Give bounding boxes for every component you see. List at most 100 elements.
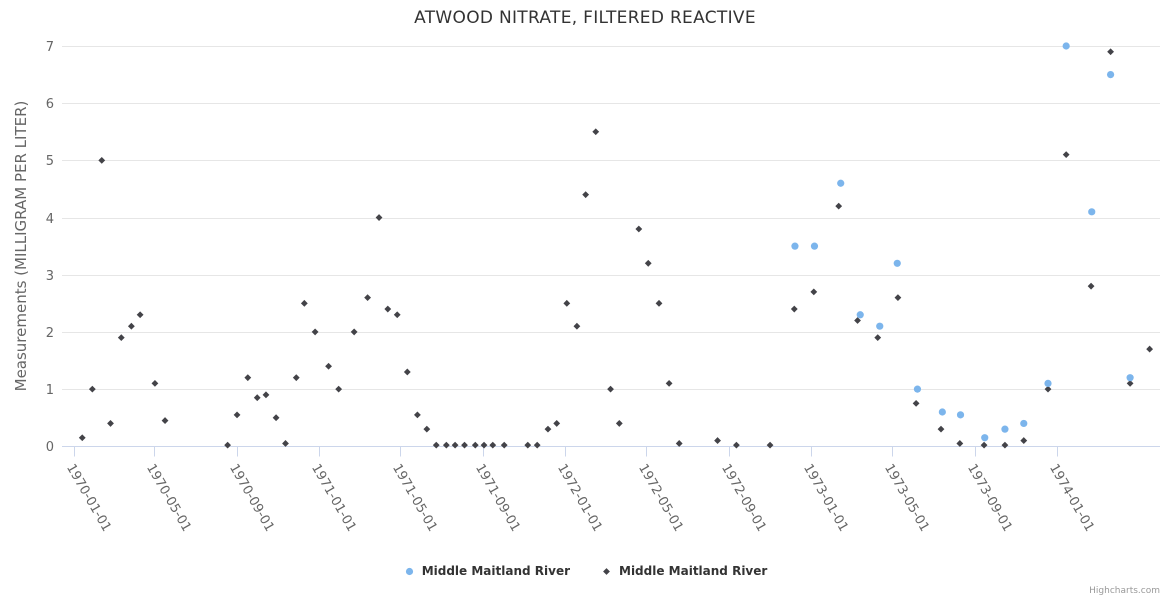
- data-point[interactable]: [1044, 379, 1052, 387]
- data-point[interactable]: [1126, 374, 1134, 382]
- data-point[interactable]: [300, 299, 308, 307]
- data-point[interactable]: [615, 420, 623, 427]
- data-point[interactable]: [117, 334, 125, 342]
- data-point[interactable]: [582, 191, 590, 199]
- data-point[interactable]: [262, 391, 270, 399]
- data-point[interactable]: [233, 411, 241, 419]
- data-point[interactable]: [325, 362, 332, 370]
- data-point[interactable]: [224, 441, 232, 449]
- data-point[interactable]: [1001, 425, 1009, 433]
- data-point[interactable]: [533, 441, 541, 449]
- data-point[interactable]: [563, 299, 571, 307]
- data-point[interactable]: [655, 299, 663, 307]
- data-point[interactable]: [665, 379, 673, 387]
- data-point[interactable]: [311, 328, 319, 336]
- data-point[interactable]: [471, 441, 479, 449]
- data-point[interactable]: [644, 259, 652, 267]
- data-point[interactable]: [810, 288, 818, 296]
- data-point[interactable]: [414, 411, 421, 419]
- data-point[interactable]: [1020, 419, 1028, 428]
- data-point[interactable]: [956, 411, 965, 419]
- data-point[interactable]: [791, 242, 799, 250]
- data-point[interactable]: [714, 437, 721, 444]
- data-point[interactable]: [893, 259, 901, 267]
- data-point[interactable]: [500, 441, 508, 449]
- data-point[interactable]: [592, 128, 600, 136]
- data-point[interactable]: [1001, 441, 1009, 449]
- data-point[interactable]: [442, 441, 450, 449]
- data-point[interactable]: [489, 441, 497, 449]
- legend-marker-diamond-icon: [603, 567, 610, 575]
- data-point[interactable]: [790, 305, 798, 313]
- data-point[interactable]: [423, 425, 431, 433]
- y-axis-label: 0: [46, 440, 54, 455]
- legend-item-label: Middle Maitland River: [421, 564, 570, 578]
- data-point[interactable]: [272, 414, 280, 422]
- data-point[interactable]: [364, 294, 372, 302]
- data-point[interactable]: [913, 385, 922, 393]
- data-point[interactable]: [1062, 42, 1070, 50]
- data-point[interactable]: [876, 322, 884, 330]
- data-point[interactable]: [766, 441, 774, 449]
- data-point[interactable]: [403, 368, 411, 376]
- data-point[interactable]: [810, 242, 819, 250]
- data-point[interactable]: [937, 425, 945, 433]
- y-axis-label: 5: [46, 154, 54, 169]
- data-point[interactable]: [350, 328, 358, 336]
- data-point[interactable]: [1146, 345, 1154, 353]
- data-point[interactable]: [335, 385, 343, 393]
- data-point[interactable]: [733, 441, 740, 449]
- data-point[interactable]: [151, 379, 159, 387]
- data-point[interactable]: [675, 440, 683, 447]
- x-axis-label: 1970-01-01: [63, 462, 114, 535]
- data-point[interactable]: [244, 374, 252, 382]
- data-point[interactable]: [161, 417, 169, 424]
- data-point[interactable]: [384, 305, 392, 313]
- data-point[interactable]: [1106, 70, 1115, 79]
- data-point[interactable]: [524, 441, 532, 449]
- data-point[interactable]: [127, 322, 135, 330]
- data-point[interactable]: [451, 441, 459, 449]
- data-point[interactable]: [98, 156, 106, 164]
- data-point[interactable]: [573, 322, 581, 330]
- data-point[interactable]: [894, 294, 902, 302]
- data-point[interactable]: [253, 394, 261, 402]
- data-point[interactable]: [1062, 151, 1070, 159]
- data-point[interactable]: [635, 225, 643, 233]
- data-point[interactable]: [136, 311, 144, 319]
- data-point[interactable]: [88, 385, 96, 393]
- data-point[interactable]: [1088, 208, 1096, 216]
- data-point[interactable]: [553, 420, 561, 427]
- data-point[interactable]: [432, 441, 440, 449]
- data-point[interactable]: [837, 179, 845, 187]
- data-point[interactable]: [1087, 282, 1095, 290]
- data-point[interactable]: [393, 311, 401, 319]
- data-point[interactable]: [912, 400, 920, 407]
- legend-item-middle-maitland-river-circles[interactable]: Middle Maitland River: [403, 564, 570, 578]
- data-point[interactable]: [107, 420, 114, 427]
- data-point[interactable]: [1107, 48, 1114, 56]
- data-point[interactable]: [854, 317, 861, 324]
- data-point[interactable]: [292, 374, 300, 382]
- data-point[interactable]: [282, 440, 289, 447]
- data-point[interactable]: [461, 441, 468, 449]
- data-point[interactable]: [856, 311, 864, 319]
- data-point[interactable]: [938, 408, 946, 416]
- data-point[interactable]: [981, 434, 989, 442]
- data-point[interactable]: [480, 441, 488, 449]
- data-point[interactable]: [544, 425, 552, 433]
- highcharts-credit-link[interactable]: Highcharts.com: [1089, 586, 1160, 596]
- data-point[interactable]: [375, 214, 383, 221]
- data-point[interactable]: [956, 440, 964, 447]
- data-point[interactable]: [1044, 385, 1052, 393]
- data-point[interactable]: [78, 434, 86, 442]
- data-point[interactable]: [607, 385, 614, 393]
- data-point[interactable]: [1020, 437, 1028, 444]
- data-point[interactable]: [980, 441, 988, 449]
- data-point[interactable]: [835, 202, 843, 210]
- x-axis-label: 1971-01-01: [308, 462, 359, 535]
- x-axis-label: 1970-09-01: [226, 462, 277, 535]
- data-point[interactable]: [1126, 379, 1134, 387]
- legend-item-middle-maitland-river-diamonds[interactable]: Middle Maitland River: [600, 564, 767, 578]
- data-point[interactable]: [874, 334, 882, 342]
